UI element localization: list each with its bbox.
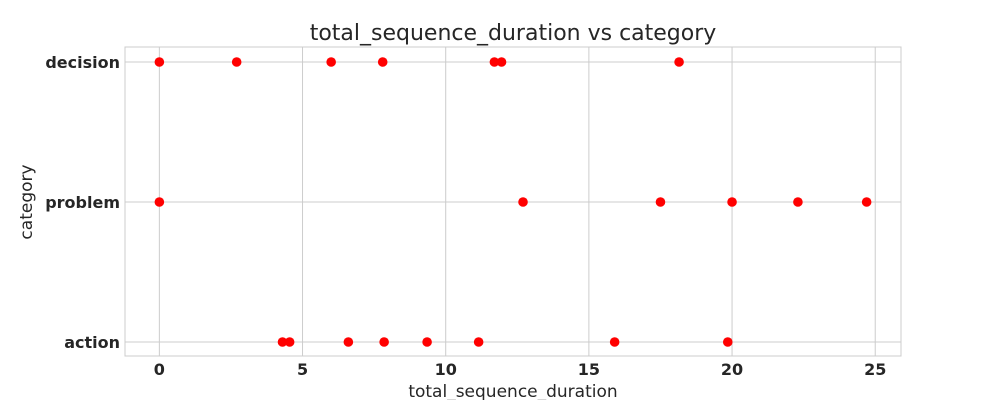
- data-point: [343, 337, 354, 347]
- data-point: [727, 197, 737, 207]
- x-tick-label: 15: [578, 360, 600, 379]
- y-tick-label-decision: decision: [45, 53, 120, 72]
- data-point: [284, 337, 295, 347]
- data-point: [326, 57, 336, 67]
- data-point: [154, 197, 165, 207]
- data-point: [861, 197, 872, 207]
- chart-title: total_sequence_duration vs category: [310, 21, 717, 46]
- data-point: [655, 197, 666, 207]
- data-point: [422, 337, 432, 347]
- data-point: [496, 57, 507, 67]
- data-point: [277, 337, 288, 347]
- y-tick-label-action: action: [64, 333, 120, 352]
- x-tick-label: 20: [721, 360, 743, 379]
- data-point: [609, 337, 620, 347]
- y-axis-label: category: [17, 164, 37, 239]
- data-point: [473, 337, 484, 347]
- x-tick-label: 25: [864, 360, 886, 379]
- data-point: [154, 57, 165, 67]
- data-point: [793, 197, 803, 207]
- x-tick-labels: 0 5 10 15 20 25: [154, 360, 887, 379]
- x-axis-label: total_sequence_duration: [408, 382, 617, 400]
- x-tick-label: 0: [154, 360, 165, 379]
- x-tick-label: 5: [297, 360, 308, 379]
- data-point: [489, 57, 500, 67]
- y-tick-label-problem: problem: [45, 193, 120, 212]
- data-point: [518, 197, 528, 207]
- data-point: [722, 337, 733, 347]
- plot-frame: [124, 46, 902, 357]
- y-tick-labels: action problem decision: [45, 53, 120, 352]
- x-tick-label: 10: [435, 360, 457, 379]
- data-point: [379, 337, 389, 347]
- data-point: [674, 57, 684, 67]
- data-point: [377, 57, 388, 67]
- grid-lines: [125, 47, 901, 356]
- data-points: [154, 57, 872, 347]
- data-point: [231, 57, 242, 67]
